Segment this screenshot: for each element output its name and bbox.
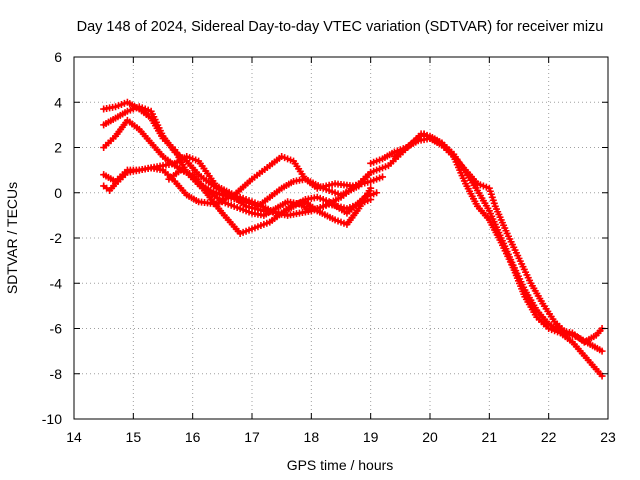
data-point-marker: [367, 184, 375, 192]
series-pass-8: [390, 130, 606, 355]
x-tick-label: 16: [185, 429, 201, 445]
series-pass-6: [165, 130, 606, 380]
x-tick-label: 23: [600, 429, 616, 445]
x-tick-label: 18: [304, 429, 320, 445]
ticks: 14 15 16 17 18 19 20 21 22 23 -10 -8 -6 -4 -2 0 2 4 6: [42, 49, 616, 445]
x-tick-label: 22: [541, 429, 557, 445]
data-point-marker: [598, 347, 606, 355]
series-group: [100, 98, 606, 380]
x-tick-label: 21: [482, 429, 498, 445]
x-axis-label: GPS time / hours: [287, 457, 394, 473]
series-pass-3: [100, 116, 375, 237]
y-tick-label: 0: [54, 185, 62, 201]
y-tick-label: -2: [50, 230, 63, 246]
grid: [74, 57, 608, 419]
y-tick-label: -6: [50, 321, 63, 337]
y-tick-label: -8: [50, 366, 63, 382]
chart-title: Day 148 of 2024, Sidereal Day-to-day VTE…: [77, 19, 604, 35]
y-tick-label: 6: [54, 49, 62, 65]
series-pass-7: [367, 134, 606, 346]
x-tick-label: 17: [244, 429, 260, 445]
x-tick-label: 19: [363, 429, 379, 445]
x-tick-label: 14: [66, 429, 82, 445]
data-point-marker: [379, 173, 387, 181]
y-tick-label: -4: [50, 275, 63, 291]
x-tick-label: 20: [422, 429, 438, 445]
y-tick-label: -10: [42, 411, 62, 427]
y-tick-label: 2: [54, 140, 62, 156]
y-tick-label: 4: [54, 94, 62, 110]
data-point-marker: [373, 189, 381, 197]
x-tick-label: 15: [126, 429, 142, 445]
series-line: [369, 136, 604, 344]
y-axis-label: SDTVAR / TECUs: [4, 182, 20, 294]
